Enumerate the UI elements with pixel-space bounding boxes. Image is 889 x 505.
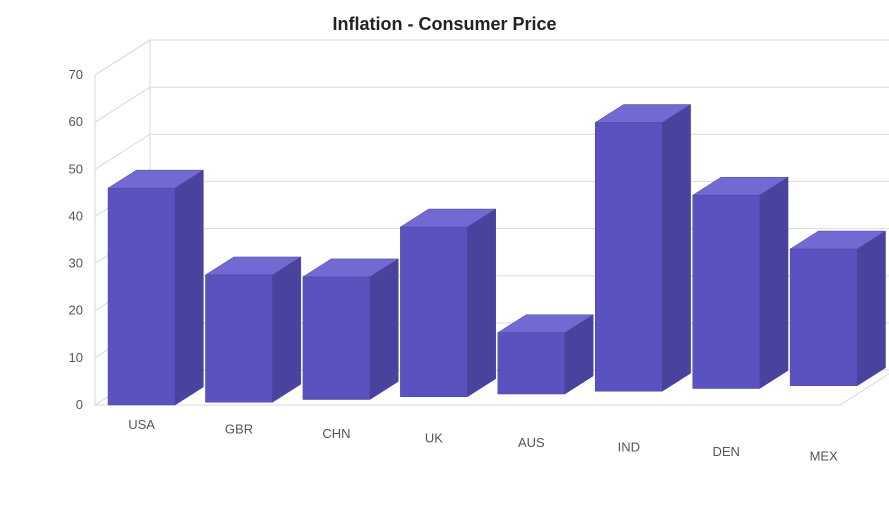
bar-front [400,227,467,397]
chart-container: Inflation - Consumer Price 0102030405060… [0,0,889,505]
bar-front [205,275,272,402]
y-tick-label: 70 [69,67,83,82]
x-tick-label: MEX [810,449,839,464]
bar-side [273,257,301,402]
y-tick-label: 60 [69,114,83,129]
bar-side [175,170,203,405]
bar-chart-svg: 0 10 20 30 40 50 60 70 USA GBR CHN UK AUS IND DEN MEX [0,0,889,505]
y-tick-label: 40 [69,208,83,223]
bar-side [370,259,398,400]
y-tick-label: 50 [69,161,83,176]
y-tick-label: 10 [69,350,83,365]
y-tick-label: 20 [69,303,83,318]
bar-front [790,249,857,386]
x-tick-label: USA [128,417,155,432]
x-tick-label: IND [618,440,640,455]
x-tick-label: GBR [225,422,253,437]
bar-front [693,195,760,388]
y-tick-label: 30 [69,256,83,271]
x-tick-label: CHN [322,426,350,441]
bar-front [498,333,565,394]
x-tick-label: UK [425,431,443,446]
bar-side [857,231,885,386]
bar-front [108,188,175,405]
x-tick-label: AUS [518,435,545,450]
bar-front [595,123,662,392]
bar-side [760,177,788,388]
y-tick-label: 0 [76,397,83,412]
bar-side [467,209,495,397]
bar-front [303,277,370,400]
bar-side [662,105,690,392]
x-tick-label: DEN [713,444,740,459]
